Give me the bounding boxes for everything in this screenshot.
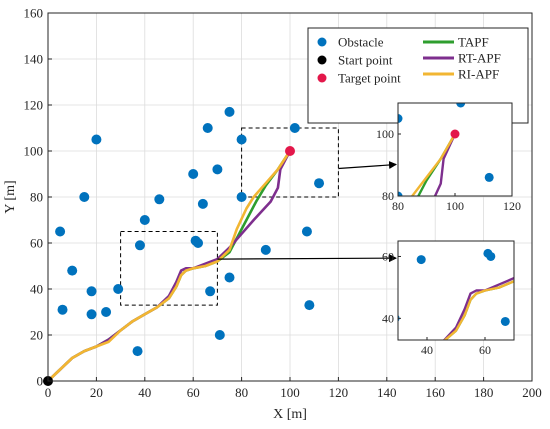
inset-zoom-middle: 40 60 40 60 xyxy=(382,240,515,357)
y-tick-label: 0 xyxy=(37,374,44,389)
obstacle-point xyxy=(86,309,97,320)
inset-x-tick-label: 60 xyxy=(479,343,491,357)
zoom-arrow-0 xyxy=(338,160,397,170)
obstacle-point xyxy=(188,169,199,179)
obstacle-point xyxy=(86,286,97,297)
x-tick-label: 200 xyxy=(522,385,542,400)
obstacle-point xyxy=(484,172,494,182)
obstacle-point xyxy=(67,265,78,276)
obstacle-point xyxy=(55,226,66,237)
inset-x-tick-label: 120 xyxy=(503,199,521,213)
obstacle-point xyxy=(212,164,223,175)
obstacle-point xyxy=(134,240,145,251)
main-series xyxy=(46,149,292,383)
obstacle-point xyxy=(314,178,325,189)
x-axis-label: X [m] xyxy=(273,407,307,422)
obstacle-point xyxy=(398,114,403,123)
obstacle-point xyxy=(197,198,208,209)
x-tick-label: 0 xyxy=(45,385,52,400)
obstacle-point xyxy=(154,194,165,205)
x-tick-label: 100 xyxy=(280,385,300,400)
inset-frame xyxy=(397,240,515,341)
y-tick-label: 100 xyxy=(24,144,44,159)
obstacle-point xyxy=(236,192,247,202)
zoom-region-box-1 xyxy=(120,231,218,306)
series-ri-apf-path xyxy=(443,279,514,340)
series-rt-apf-path xyxy=(442,276,514,340)
obstacle-point xyxy=(416,255,426,265)
target-point xyxy=(450,129,460,139)
x-tick-label: 40 xyxy=(138,385,151,400)
obstacle-point xyxy=(101,307,112,317)
x-tick-label: 80 xyxy=(235,385,248,400)
obstacle-point xyxy=(301,226,312,237)
x-tick-label: 160 xyxy=(425,385,445,400)
zoom-region-boxes xyxy=(120,127,339,306)
inset-background xyxy=(398,103,512,196)
inset-zoom-target: 80 100 120 80 100 xyxy=(376,102,521,213)
obstacle-point xyxy=(113,284,124,294)
main-tick-labels: 0 20 40 60 80 100 120 140 160 180 200 0 20 40 60 80 100 1… xyxy=(24,6,542,401)
x-tick-label: 120 xyxy=(329,385,349,400)
obstacle-point xyxy=(205,286,216,297)
y-tick-label: 140 xyxy=(24,52,44,67)
x-tick-label: 180 xyxy=(474,385,494,400)
x-tick-label: 140 xyxy=(377,385,397,400)
legend-marker-start-point xyxy=(317,55,327,65)
y-tick-label: 40 xyxy=(30,282,43,297)
y-tick-label: 120 xyxy=(24,98,44,113)
inset-y-tick-label: 80 xyxy=(382,189,394,203)
y-tick-label: 60 xyxy=(30,236,43,251)
obstacle-point xyxy=(57,304,68,315)
obstacle-point xyxy=(91,134,102,145)
obstacle-point xyxy=(486,251,496,261)
legend-label-start-point: Start point xyxy=(338,53,393,68)
inset-obstacles xyxy=(398,248,510,326)
obstacle-point xyxy=(202,123,213,133)
y-axis-label: Y [m] xyxy=(3,180,18,213)
legend-marker-obstacle xyxy=(317,37,327,47)
inset-x-tick-label: 80 xyxy=(392,199,404,213)
obstacle-point xyxy=(132,346,143,357)
legend-marker-target-point xyxy=(317,73,327,83)
y-tick-label: 80 xyxy=(30,190,43,205)
inset-y-tick-label: 100 xyxy=(376,127,394,141)
main-obstacles xyxy=(55,106,325,357)
obstacle-point xyxy=(214,330,225,340)
inset-series xyxy=(442,276,514,340)
legend-label-obstacle: Obstacle xyxy=(338,35,384,50)
inset-obstacles xyxy=(398,103,494,196)
legend-label-tapf: TAPF xyxy=(458,35,489,50)
obstacle-point xyxy=(139,215,150,225)
obstacle-point xyxy=(260,244,271,255)
target-point xyxy=(285,146,295,156)
inset-y-tick-label: 40 xyxy=(382,311,394,325)
y-tick-label: 160 xyxy=(24,6,44,21)
series-ri-apf-path xyxy=(46,149,292,383)
inset-special-points xyxy=(450,129,460,139)
obstacle-point xyxy=(456,103,466,108)
x-tick-label: 60 xyxy=(187,385,200,400)
legend-label-ri-apf: RI-APF xyxy=(458,67,499,82)
obstacle-point xyxy=(398,191,403,196)
obstacle-point xyxy=(289,123,300,133)
obstacle-point xyxy=(224,272,235,283)
obstacle-point xyxy=(236,134,247,145)
x-tick-label: 20 xyxy=(90,385,103,400)
obstacle-point xyxy=(193,238,204,248)
obstacle-point xyxy=(79,192,90,202)
inset-y-tick-label: 60 xyxy=(382,249,394,263)
zoom-arrows xyxy=(217,160,397,263)
obstacle-point xyxy=(500,316,510,326)
legend-label-rt-apf: RT-APF xyxy=(458,51,501,66)
zoom-arrow-1 xyxy=(217,254,397,263)
inset-x-tick-label: 100 xyxy=(446,199,464,213)
legend-label-target-point: Target point xyxy=(338,71,401,86)
y-tick-label: 20 xyxy=(30,328,43,343)
inset-x-tick-label: 40 xyxy=(421,343,433,357)
obstacle-point xyxy=(304,300,315,311)
obstacle-point xyxy=(224,106,235,117)
zoom-region-box-0 xyxy=(241,127,339,198)
